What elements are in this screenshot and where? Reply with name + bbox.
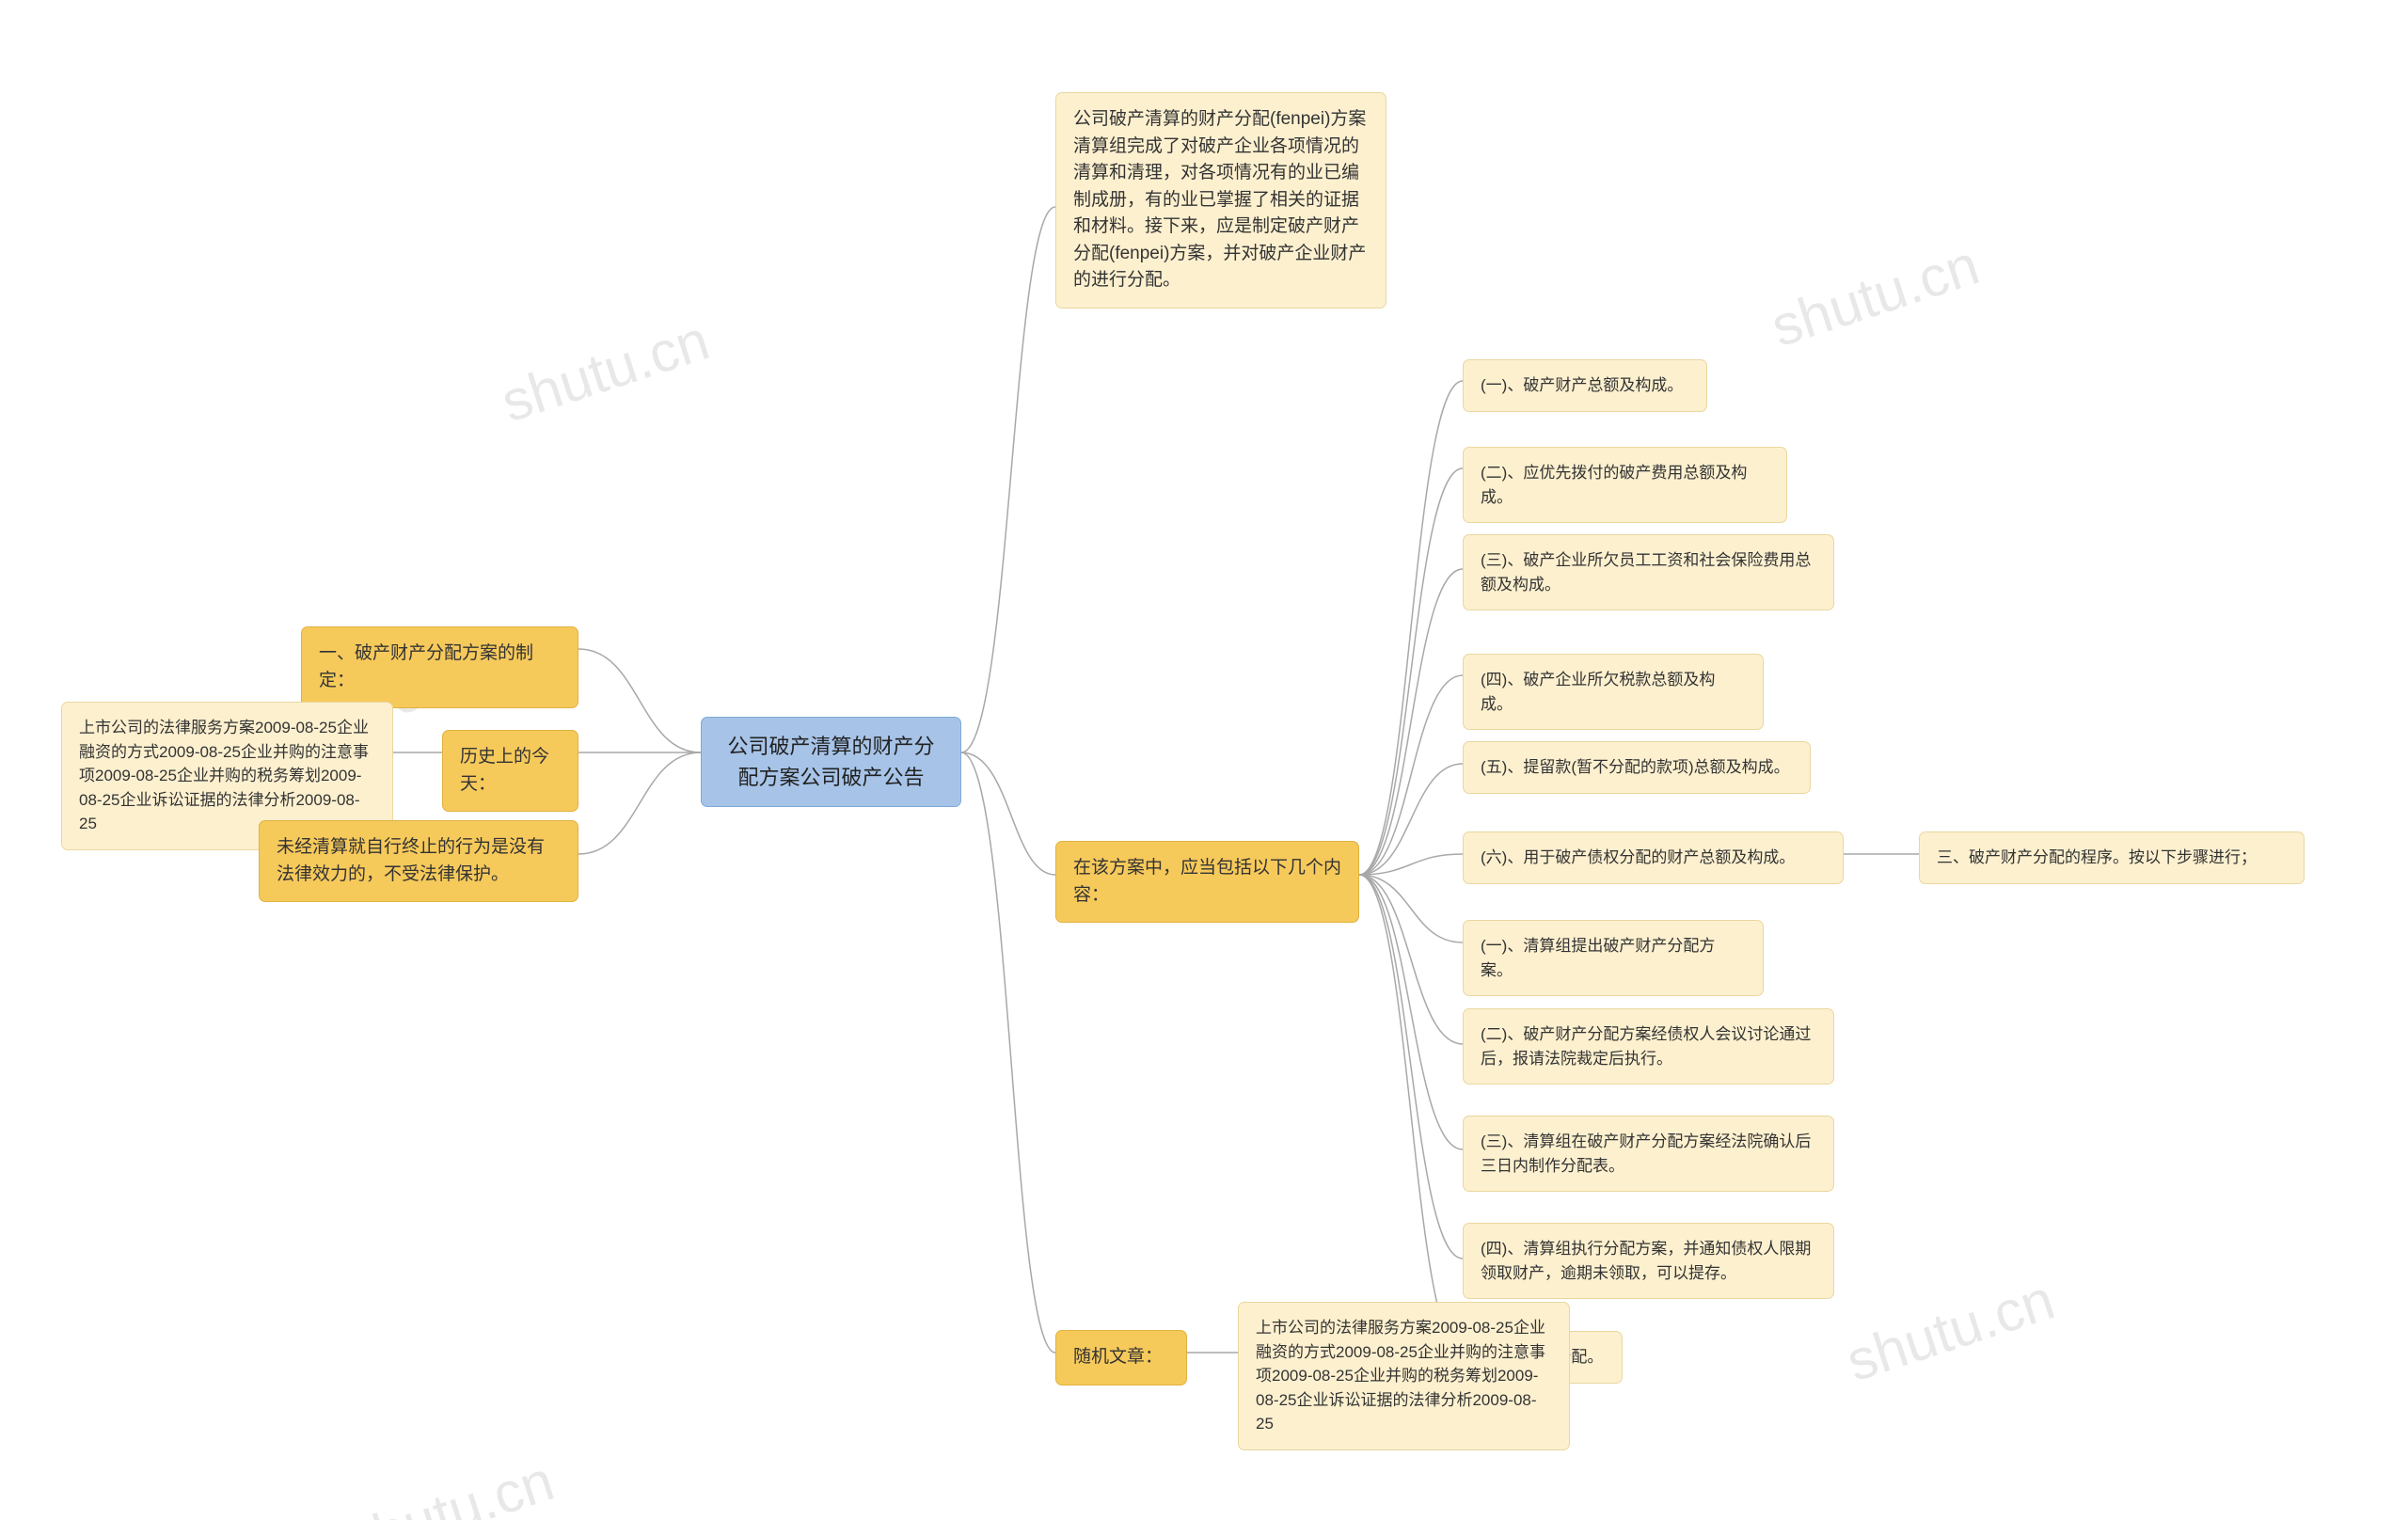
- left-branch-2[interactable]: 历史上的今天：: [442, 730, 578, 812]
- leaf-i9-text: (三)、清算组在破产财产分配方案经法院确认后三日内制作分配表。: [1481, 1132, 1811, 1175]
- right-branch-2[interactable]: 在该方案中，应当包括以下几个内容：: [1055, 841, 1359, 923]
- right-branch-3-leaf[interactable]: 上市公司的法律服务方案2009-08-25企业融资的方式2009-08-25企业…: [1238, 1302, 1570, 1450]
- leaf-i5[interactable]: (五)、提留款(暂不分配的款项)总额及构成。: [1463, 741, 1811, 794]
- leaf-i8[interactable]: (二)、破产财产分配方案经债权人会议讨论通过后，报请法院裁定后执行。: [1463, 1008, 1834, 1085]
- leaf-i2[interactable]: (二)、应优先拨付的破产费用总额及构成。: [1463, 447, 1787, 523]
- left-branch-3[interactable]: 未经清算就自行终止的行为是没有法律效力的，不受法律保护。: [259, 820, 578, 902]
- right-branch-3[interactable]: 随机文章：: [1055, 1330, 1187, 1385]
- leaf-i9[interactable]: (三)、清算组在破产财产分配方案经法院确认后三日内制作分配表。: [1463, 1116, 1834, 1192]
- leaf-i6[interactable]: (六)、用于破产债权分配的财产总额及构成。: [1463, 831, 1844, 884]
- watermark: shutu.cn: [1839, 1267, 2062, 1395]
- left-branch-1-label: 一、破产财产分配方案的制定：: [319, 643, 533, 690]
- watermark: shutu.cn: [1764, 232, 1987, 360]
- leaf-i4[interactable]: (四)、破产企业所欠税款总额及构成。: [1463, 654, 1764, 730]
- leaf-i10-text: (四)、清算组执行分配方案，并通知债权人限期领取财产，逾期未领取，可以提存。: [1481, 1240, 1811, 1282]
- root-label: 公司破产清算的财产分配方案公司破产公告: [727, 735, 934, 789]
- leaf-i1-text: (一)、破产财产总额及构成。: [1481, 376, 1683, 394]
- leaf-i6-text: (六)、用于破产债权分配的财产总额及构成。: [1481, 848, 1795, 866]
- left-branch-3-label: 未经清算就自行终止的行为是没有法律效力的，不受法律保护。: [277, 837, 545, 884]
- right-branch-2-label: 在该方案中，应当包括以下几个内容：: [1073, 858, 1341, 905]
- right-branch-3-leaf-text: 上市公司的法律服务方案2009-08-25企业融资的方式2009-08-25企业…: [1256, 1319, 1545, 1433]
- left-branch-2-leaf-text: 上市公司的法律服务方案2009-08-25企业融资的方式2009-08-25企业…: [79, 719, 369, 832]
- watermark: shutu.cn: [494, 308, 717, 435]
- watermark: 树图 shutu.cn: [212, 1435, 562, 1520]
- right-para1-text: 公司破产清算的财产分配(fenpei)方案清算组完成了对破产企业各项情况的清算和…: [1073, 109, 1366, 290]
- leaf-i5-text: (五)、提留款(暂不分配的款项)总额及构成。: [1481, 758, 1790, 776]
- leaf-i3-text: (三)、破产企业所欠员工工资和社会保险费用总额及构成。: [1481, 551, 1811, 594]
- leaf-i6-ext[interactable]: 三、破产财产分配的程序。按以下步骤进行；: [1919, 831, 2305, 884]
- leaf-i1[interactable]: (一)、破产财产总额及构成。: [1463, 359, 1707, 412]
- left-branch-2-label: 历史上的今天：: [460, 747, 549, 794]
- leaf-i4-text: (四)、破产企业所欠税款总额及构成。: [1481, 671, 1715, 713]
- left-branch-1[interactable]: 一、破产财产分配方案的制定：: [301, 626, 578, 708]
- root-node[interactable]: 公司破产清算的财产分配方案公司破产公告: [701, 717, 961, 807]
- leaf-i7[interactable]: (一)、清算组提出破产财产分配方案。: [1463, 920, 1764, 996]
- leaf-i6-ext-text: 三、破产财产分配的程序。按以下步骤进行；: [1937, 848, 2257, 866]
- leaf-i7-text: (一)、清算组提出破产财产分配方案。: [1481, 937, 1715, 979]
- leaf-i8-text: (二)、破产财产分配方案经债权人会议讨论通过后，报请法院裁定后执行。: [1481, 1025, 1811, 1068]
- leaf-i2-text: (二)、应优先拨付的破产费用总额及构成。: [1481, 464, 1747, 506]
- right-branch-3-label: 随机文章：: [1073, 1347, 1163, 1367]
- right-para1[interactable]: 公司破产清算的财产分配(fenpei)方案清算组完成了对破产企业各项情况的清算和…: [1055, 92, 1386, 309]
- leaf-i3[interactable]: (三)、破产企业所欠员工工资和社会保险费用总额及构成。: [1463, 534, 1834, 610]
- leaf-i10[interactable]: (四)、清算组执行分配方案，并通知债权人限期领取财产，逾期未领取，可以提存。: [1463, 1223, 1834, 1299]
